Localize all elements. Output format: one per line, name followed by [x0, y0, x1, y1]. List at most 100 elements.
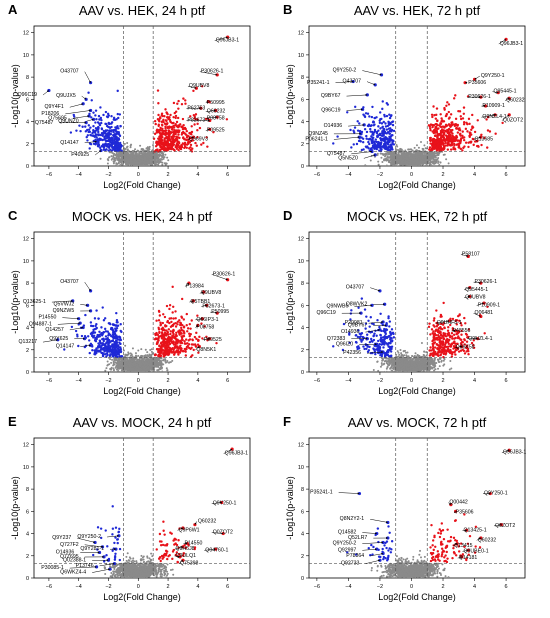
point-ns — [378, 164, 380, 166]
label-arrow — [364, 155, 375, 158]
point-down — [382, 134, 384, 136]
point-up — [177, 141, 179, 143]
point-up — [448, 111, 450, 113]
point-ns — [135, 352, 137, 354]
point-up — [436, 141, 438, 143]
point-up — [459, 142, 461, 144]
point-up — [448, 137, 450, 139]
x-tick-label: 4 — [196, 172, 199, 178]
point-up — [170, 132, 172, 134]
point-down — [358, 140, 360, 142]
point-up — [487, 129, 489, 131]
point-ns — [381, 153, 383, 155]
point-up — [445, 144, 447, 146]
point-ns — [414, 164, 416, 166]
protein-label: P06241-1 — [305, 136, 328, 142]
point-ns — [414, 159, 416, 161]
y-tick-label: 12 — [23, 237, 29, 243]
point-up — [163, 149, 165, 151]
point-up — [161, 142, 163, 144]
point-up — [458, 144, 460, 146]
point-ns — [423, 144, 425, 146]
point-ns — [136, 157, 138, 159]
point-up — [165, 134, 167, 136]
protein-label: Q9UNZ0 — [58, 119, 79, 125]
point-up — [165, 119, 167, 121]
point-ns — [388, 157, 390, 159]
point-ns — [412, 150, 414, 152]
point-down — [117, 113, 119, 115]
point-up — [435, 117, 437, 119]
point-down — [350, 146, 352, 148]
point-ns — [132, 347, 134, 349]
point-up — [453, 144, 455, 146]
point-up — [452, 146, 454, 148]
point-ns — [398, 156, 400, 158]
point-up — [443, 126, 445, 128]
point-down — [113, 117, 115, 119]
point-up — [439, 113, 441, 115]
point-up — [438, 133, 440, 135]
point-up — [445, 105, 447, 107]
point-up — [196, 129, 198, 131]
point-up — [181, 133, 183, 135]
point-down — [369, 128, 371, 130]
point-up — [459, 133, 461, 135]
point-ns — [131, 161, 133, 163]
point-down — [107, 136, 109, 138]
point-down — [353, 143, 355, 145]
point-ns — [137, 155, 139, 157]
panel-title: AAV vs. HEK, 72 h ptf — [354, 3, 481, 18]
point-up — [192, 90, 194, 92]
point-up — [167, 146, 169, 148]
point-up — [462, 147, 464, 149]
point-down — [380, 143, 382, 145]
point-up — [468, 123, 470, 125]
point-down — [95, 109, 97, 111]
x-tick-label: −6 — [46, 172, 52, 178]
point-down — [94, 136, 96, 138]
point-up — [452, 138, 454, 140]
point-ns — [410, 157, 412, 159]
point-up — [156, 129, 158, 131]
protein-label: P30626-1 — [468, 94, 491, 100]
y-tick-label: 6 — [301, 97, 304, 103]
point-ns — [161, 162, 163, 164]
point-down — [385, 125, 387, 127]
x-axis-label: Log2(Fold Change) — [378, 180, 456, 190]
point-up — [166, 149, 168, 151]
point-up — [448, 143, 450, 145]
point-ns — [416, 157, 418, 159]
y-tick-label: 12 — [298, 31, 304, 37]
label-arrow — [65, 110, 90, 113]
point-ns — [124, 154, 126, 156]
point-up — [171, 122, 173, 124]
point-up — [463, 123, 465, 125]
x-axis-label: Log2(Fold Change) — [103, 386, 181, 396]
point-ns — [132, 158, 134, 160]
point-down — [389, 144, 391, 146]
point-down — [106, 115, 108, 117]
point-up — [431, 116, 433, 118]
point-ns — [420, 154, 422, 156]
point-down — [106, 129, 108, 131]
point-down — [377, 141, 379, 143]
label-arrow — [82, 96, 86, 99]
point-up — [468, 135, 470, 137]
point-up — [440, 126, 442, 128]
point-down — [93, 143, 95, 145]
point-ns — [152, 144, 154, 146]
point-ns — [138, 158, 140, 160]
point-ns — [130, 155, 132, 157]
point-down — [362, 141, 364, 143]
point-ns — [118, 162, 120, 164]
protein-label: Q75487 — [35, 120, 54, 126]
point-down — [89, 134, 91, 136]
point-down — [383, 114, 385, 116]
point-up — [447, 148, 449, 150]
point-up — [428, 148, 430, 150]
point-up — [465, 142, 467, 144]
point-ns — [110, 362, 112, 364]
label-arrow — [347, 95, 368, 96]
point-down — [379, 119, 381, 121]
